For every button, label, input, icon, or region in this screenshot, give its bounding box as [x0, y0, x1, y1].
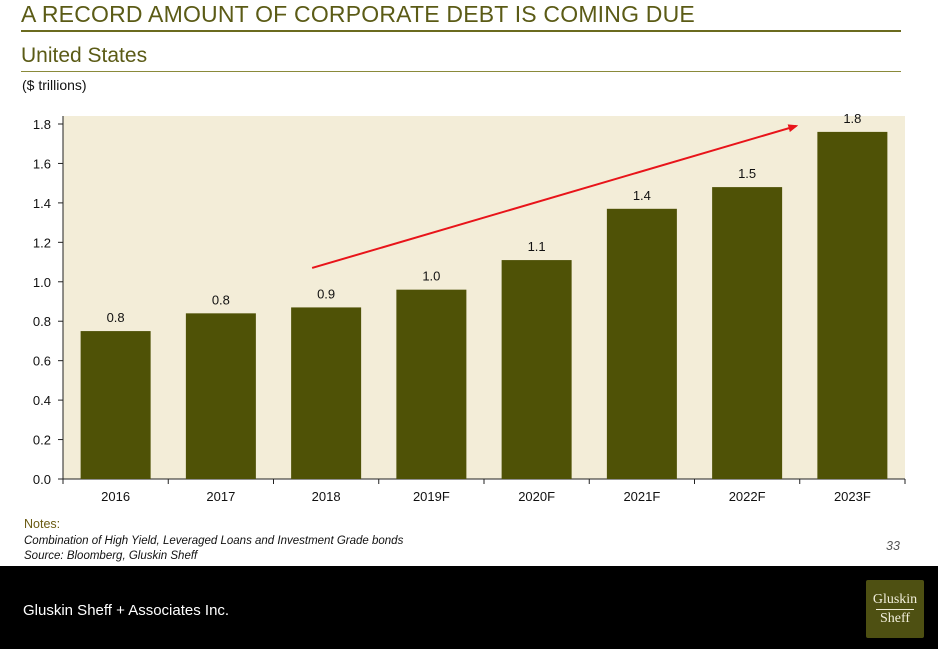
page-number: 33 — [886, 539, 900, 553]
y-tick-label-1: 0.2 — [33, 433, 51, 448]
bar-2017 — [185, 313, 256, 479]
data-label-2016: 0.8 — [107, 310, 125, 325]
data-label-2021f: 1.4 — [633, 188, 651, 203]
trend-arrow — [311, 124, 799, 269]
y-tick-label-7: 1.4 — [33, 196, 51, 211]
bar-2022f — [712, 187, 783, 479]
x-tick-label-2022f: 2022F — [729, 489, 766, 504]
y-tick-label-4: 0.8 — [33, 314, 51, 329]
y-tick-label-3: 0.6 — [33, 354, 51, 369]
title-divider — [21, 30, 901, 32]
data-label-2022f: 1.5 — [738, 166, 756, 181]
bar-2018 — [291, 307, 362, 479]
slide-title: A RECORD AMOUNT OF CORPORATE DEBT IS COM… — [21, 1, 695, 27]
y-tick-label-9: 1.8 — [33, 117, 51, 132]
x-tick-label-2016: 2016 — [101, 489, 130, 504]
y-tick-label-8: 1.6 — [33, 156, 51, 171]
x-tick-label-2020f: 2020F — [518, 489, 555, 504]
data-label-2020f: 1.1 — [528, 239, 546, 254]
data-label-2023f: 1.8 — [843, 111, 861, 126]
bar-2016 — [80, 331, 151, 479]
units-label: ($ trillions) — [22, 77, 87, 93]
footer-company-name: Gluskin Sheff + Associates Inc. — [23, 602, 230, 619]
data-label-2019f: 1.0 — [422, 269, 440, 284]
y-tick-label-5: 1.0 — [33, 275, 51, 290]
logo-text-top: Gluskin — [872, 591, 918, 607]
slide-subtitle: United States — [21, 44, 148, 67]
x-tick-label-2021f: 2021F — [623, 489, 660, 504]
debt-maturity-bar-chart: 0.0 0.2 0.4 0.6 0.8 1.0 1.2 1.4 1.6 1.8 2016 0.8 201… — [33, 111, 906, 504]
x-tick-label-2017: 2017 — [206, 489, 235, 504]
bar-2019f — [396, 289, 467, 479]
notes-source: Source: Bloomberg, Gluskin Sheff — [24, 550, 198, 562]
logo-divider — [876, 608, 914, 610]
logo-text-bottom: Sheff — [879, 610, 911, 626]
gluskin-sheff-logo: Gluskin Sheff — [866, 580, 924, 638]
data-label-2017: 0.8 — [212, 292, 230, 307]
bar-2023f — [817, 131, 888, 479]
notes-combination: Combination of High Yield, Leveraged Loa… — [24, 535, 404, 547]
y-tick-label-2: 0.4 — [33, 393, 51, 408]
data-label-2018: 0.9 — [317, 286, 335, 301]
notes-heading: Notes: — [24, 517, 61, 531]
x-tick-label-2019f: 2019F — [413, 489, 450, 504]
y-tick-label-0: 0.0 — [33, 472, 51, 487]
y-tick-label-6: 1.2 — [33, 235, 51, 250]
bar-2021f — [606, 208, 677, 480]
x-tick-label-2018: 2018 — [312, 489, 341, 504]
footer-bar: Gluskin Sheff + Associates Inc. Gluskin … — [0, 566, 938, 649]
x-tick-label-2023f: 2023F — [834, 489, 871, 504]
bar-2020f — [501, 260, 572, 479]
subtitle-divider — [21, 71, 901, 72]
